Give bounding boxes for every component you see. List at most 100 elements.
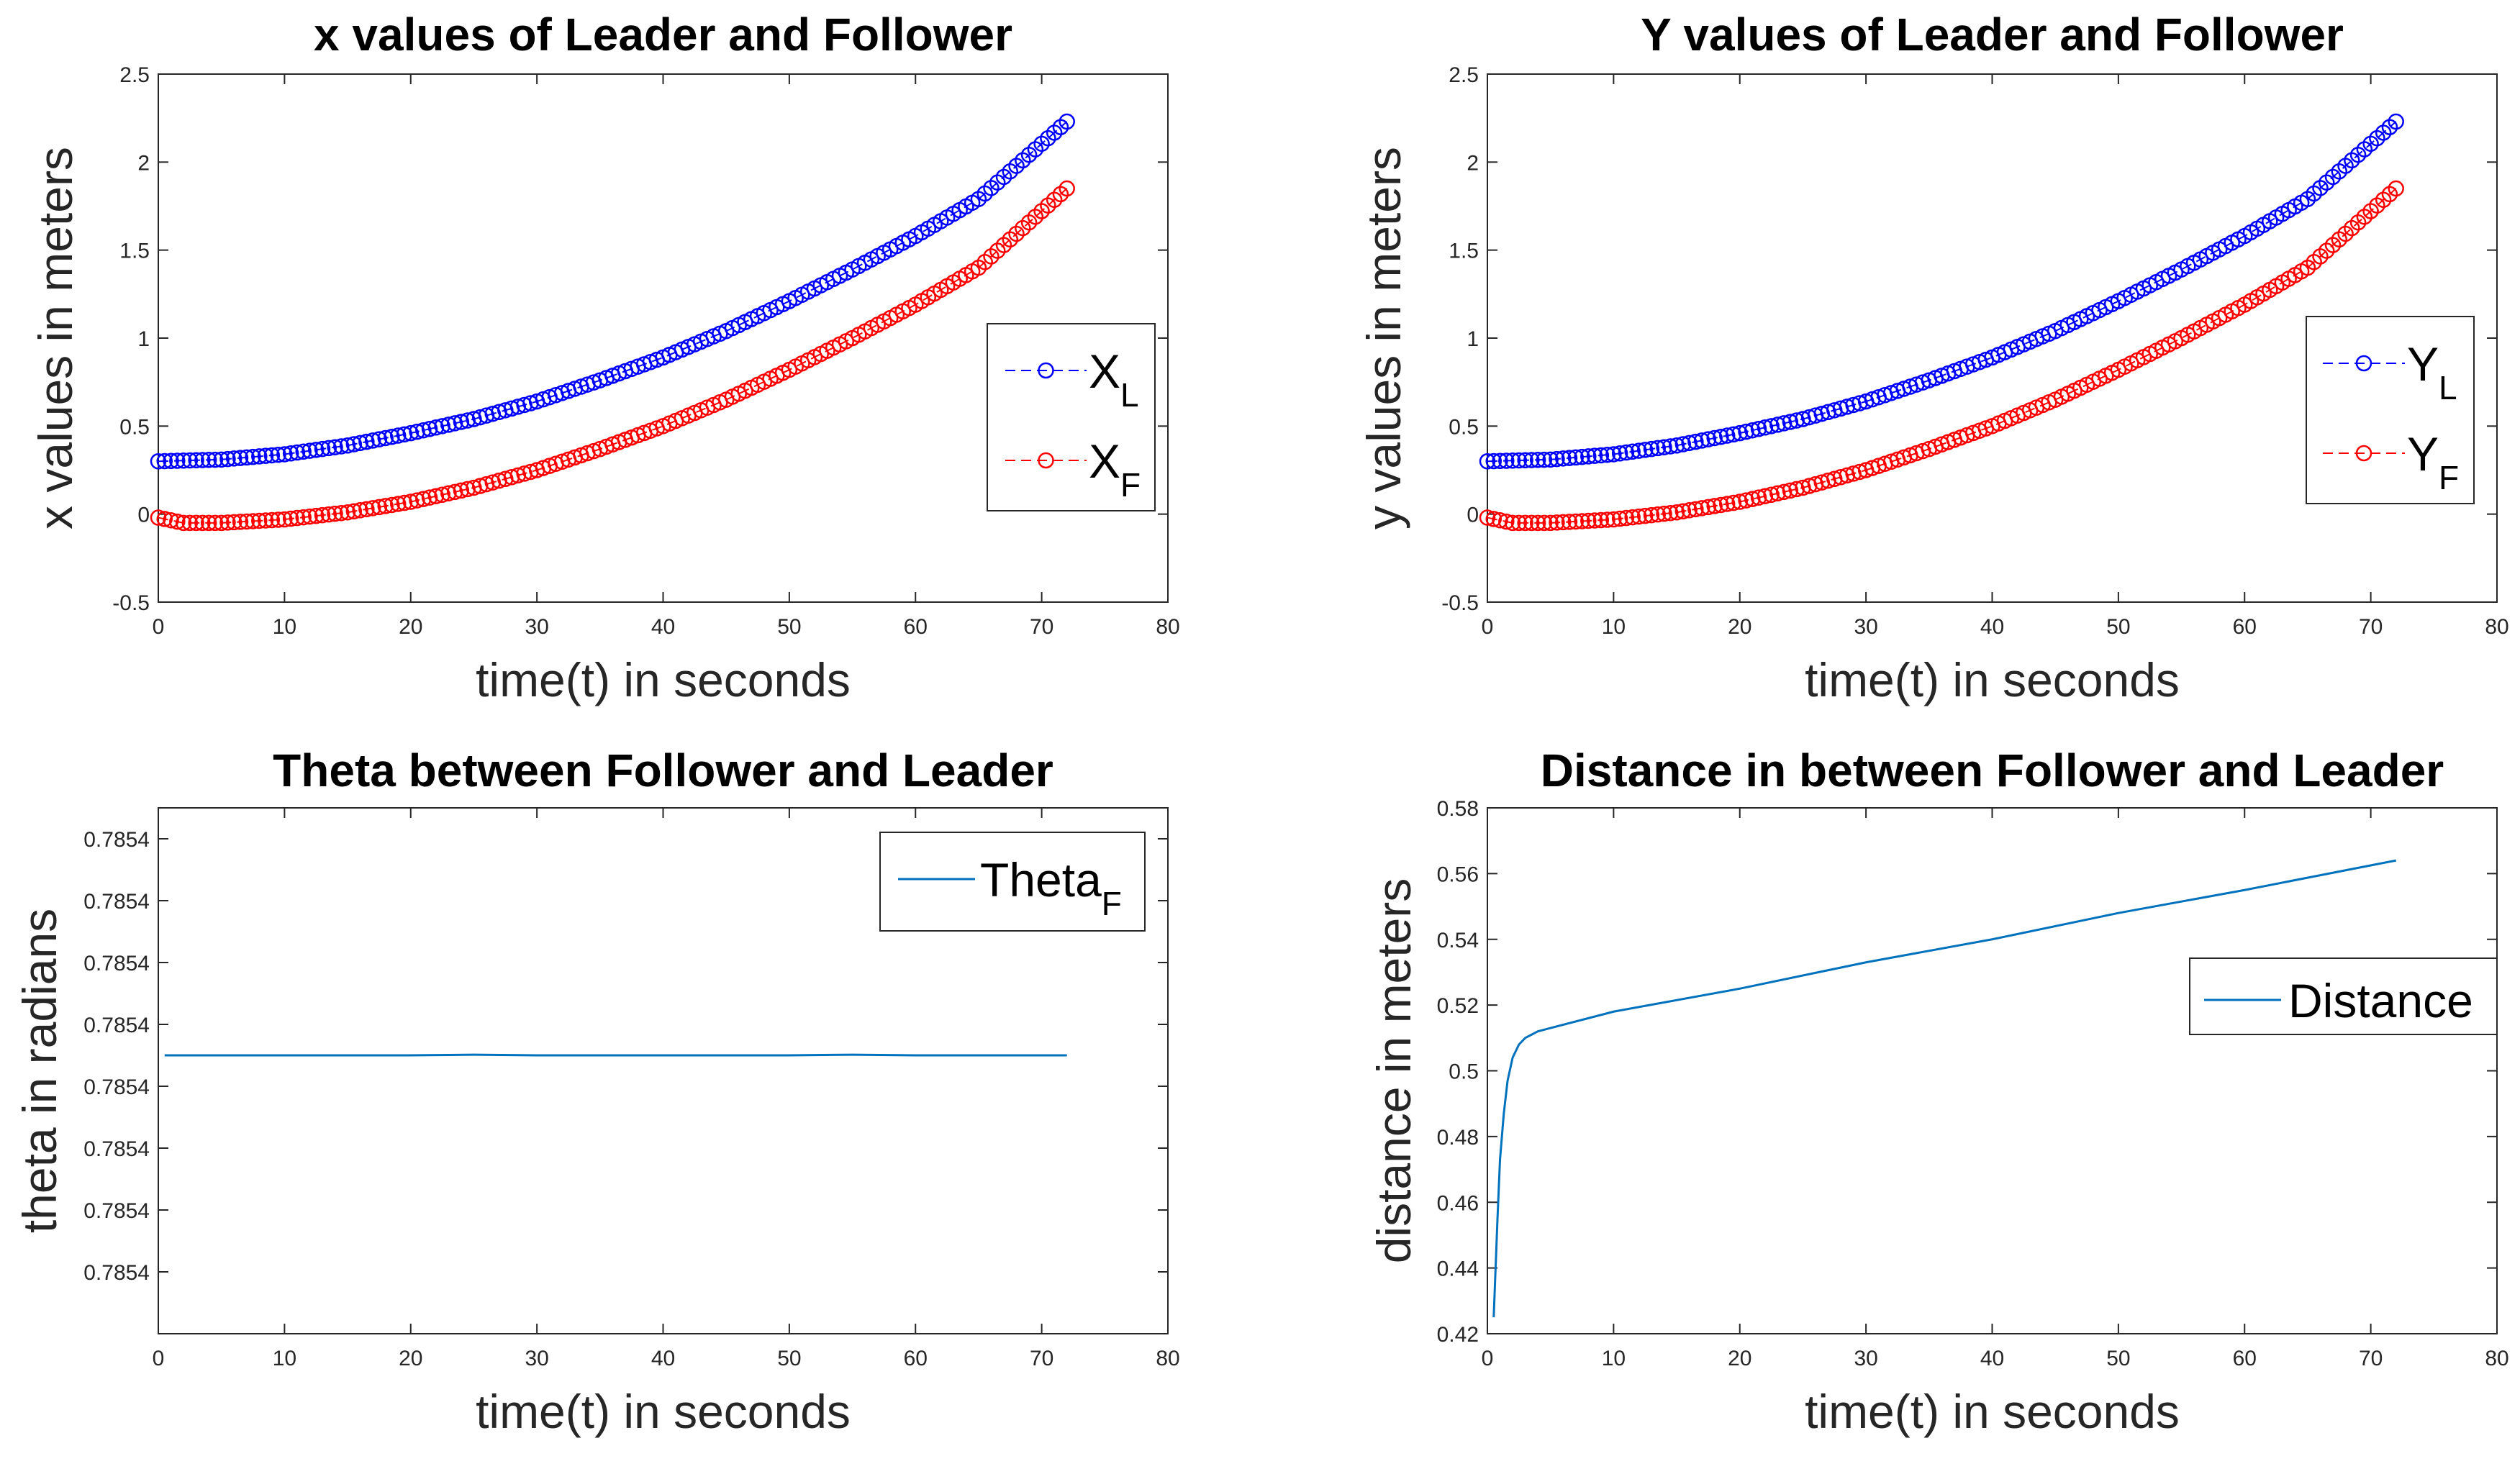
- data-point: [1567, 449, 1585, 466]
- data-point: [1561, 514, 1578, 530]
- y-tick-label: 0.7854: [83, 1137, 150, 1161]
- data-point: [181, 452, 199, 469]
- y-tick-label: 2: [137, 151, 150, 175]
- data-point: [1649, 506, 1667, 523]
- y-axis-label: y values in meters: [1357, 147, 1410, 529]
- data-point: [1769, 485, 1786, 502]
- data-point: [1517, 514, 1533, 532]
- data-point: [402, 493, 419, 510]
- data-point: [232, 450, 249, 466]
- x-tick-label: 70: [1030, 615, 1053, 639]
- data-point: [188, 514, 204, 532]
- series-yl: [1479, 113, 2404, 470]
- data-point: [1492, 452, 1508, 470]
- data-point: [295, 443, 312, 460]
- data-point: [364, 432, 381, 449]
- x-tick-label: 40: [1980, 1347, 2004, 1370]
- series-yf: [1479, 180, 2404, 532]
- y-tick-label: 0: [137, 504, 150, 527]
- data-point: [1517, 452, 1533, 469]
- legend-label: YL: [2407, 337, 2457, 406]
- data-point: [1624, 443, 1641, 460]
- data-point: [194, 452, 211, 468]
- y-tick-label: 0.56: [1437, 863, 1479, 886]
- x-tick-label: 10: [273, 615, 296, 639]
- data-point: [1788, 412, 1805, 429]
- data-point: [339, 437, 356, 454]
- data-point: [270, 446, 286, 463]
- data-point: [295, 509, 312, 526]
- data-point: [339, 504, 356, 521]
- data-point: [1662, 438, 1679, 455]
- data-point: [377, 429, 394, 447]
- data-point: [1586, 512, 1603, 529]
- y-tick-label: 0.7854: [83, 1199, 150, 1223]
- data-point: [1624, 509, 1641, 526]
- data-point: [1618, 444, 1635, 461]
- data-point: [1713, 429, 1729, 445]
- data-point: [1674, 503, 1692, 520]
- data-point: [175, 514, 192, 532]
- y-tick-label: 0.46: [1437, 1191, 1479, 1215]
- data-point: [238, 449, 255, 466]
- x-tick-label: 60: [904, 1347, 928, 1370]
- data-point: [1567, 513, 1585, 530]
- data-point: [1542, 514, 1559, 532]
- legend-marker: [1038, 452, 1054, 469]
- x-tick-label: 30: [1854, 1347, 1877, 1370]
- data-point: [307, 507, 325, 524]
- y-tick-label: 0.5: [1449, 1060, 1479, 1084]
- x-tick-label: 20: [399, 1347, 422, 1370]
- legend-marker: [2355, 445, 2372, 462]
- data-point: [225, 514, 243, 531]
- y-tick-label: 1.5: [1449, 240, 1479, 263]
- x-tick-label: 40: [651, 615, 675, 639]
- data-point: [257, 512, 274, 529]
- y-axis-label: theta in radians: [13, 909, 66, 1233]
- x-tick-label: 50: [2106, 1347, 2130, 1370]
- legend-label: YF: [2407, 427, 2459, 496]
- x-tick-label: 70: [2359, 1347, 2383, 1370]
- y-tick-label: 1: [1467, 327, 1479, 351]
- x-axis-label: time(t) in seconds: [1805, 1385, 2180, 1438]
- data-point: [314, 506, 331, 524]
- y-tick-label: 0.54: [1437, 929, 1479, 952]
- data-point: [1713, 496, 1729, 514]
- data-point: [188, 452, 204, 469]
- data-point: [1788, 481, 1805, 498]
- y-tick-label: 1: [137, 327, 150, 351]
- legend: XL XF: [987, 323, 1156, 511]
- data-point: [1599, 446, 1615, 463]
- chart-title: x values of Leader and Follower: [314, 9, 1012, 60]
- data-point: [1681, 435, 1698, 452]
- data-point: [163, 452, 179, 470]
- data-point: [169, 513, 186, 530]
- data-point: [396, 494, 413, 511]
- y-tick-label: 2: [1467, 151, 1479, 175]
- data-point: [1725, 494, 1742, 511]
- data-point: [1738, 423, 1754, 440]
- data-point: [181, 514, 199, 532]
- data-point: [169, 452, 186, 469]
- data-point: [427, 488, 445, 504]
- data-point: [1636, 442, 1654, 458]
- data-point: [1631, 508, 1647, 525]
- data-point: [1580, 512, 1597, 529]
- data-point: [1706, 498, 1723, 514]
- data-point: [270, 511, 286, 528]
- y-tick-label: -0.5: [112, 591, 150, 615]
- y-tick-label: 0.7854: [83, 890, 150, 914]
- data-point: [396, 426, 413, 443]
- data-point: [1738, 492, 1754, 509]
- data-point: [1523, 452, 1540, 468]
- data-point: [1510, 514, 1528, 532]
- x-tick-label: 40: [651, 1347, 675, 1370]
- x-tick-label: 50: [777, 615, 801, 639]
- data-point: [263, 511, 281, 529]
- data-point: [1523, 514, 1540, 532]
- data-point: [1510, 452, 1528, 469]
- data-point: [1775, 415, 1792, 432]
- y-tick-label: 0.7854: [83, 1261, 150, 1285]
- data-point: [150, 453, 167, 470]
- data-point: [1529, 452, 1546, 468]
